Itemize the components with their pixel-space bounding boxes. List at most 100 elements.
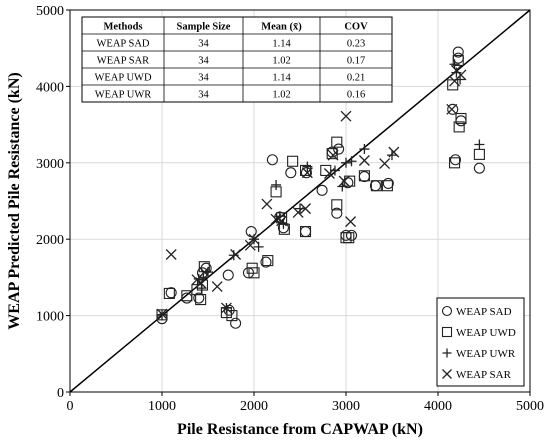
data-point-square — [381, 180, 393, 192]
x-tick-label: 0 — [67, 399, 74, 414]
data-point-square — [473, 148, 485, 160]
y-tick-label: 5000 — [36, 4, 64, 19]
data-point-x — [165, 249, 177, 260]
data-point-x — [211, 281, 223, 293]
table-cell: 1.14 — [272, 73, 291, 84]
data-point-plus — [387, 150, 397, 161]
data-point-x — [446, 103, 458, 115]
data-point-circle — [222, 269, 234, 281]
y-tick-label: 1000 — [36, 310, 64, 325]
data-point-x — [300, 203, 311, 215]
table-cell: WEAP UWR — [95, 90, 151, 101]
y-tick-label: 4000 — [36, 80, 64, 95]
table-cell: 34 — [198, 90, 209, 101]
data-point-square — [181, 290, 193, 302]
data-point-plus — [451, 67, 462, 78]
data-point-circle — [358, 171, 370, 183]
data-point-x — [261, 198, 273, 210]
data-point-square — [331, 136, 343, 148]
data-point-square — [447, 79, 459, 91]
data-point-square — [449, 157, 461, 169]
table-cell: 0.17 — [347, 56, 365, 67]
data-point-x — [220, 302, 232, 314]
table-header-cell: Methods — [103, 22, 142, 33]
data-point-x — [327, 149, 339, 161]
legend-marker-circle — [441, 305, 453, 317]
data-point-square — [226, 310, 238, 322]
data-point-square — [262, 255, 274, 267]
data-point-plus — [359, 144, 370, 155]
data-point-x — [301, 167, 313, 179]
plot-frame — [69, 9, 531, 393]
data-point-square — [453, 121, 465, 133]
x-tick-label: 2000 — [240, 399, 268, 414]
y-tick-label: 2000 — [36, 233, 64, 248]
y-axis-title: WEAP Predicted Pile Resistance (kN) — [6, 72, 23, 329]
x-tick-label: 5000 — [516, 399, 544, 414]
data-point-circle — [193, 292, 205, 304]
data-point-circle — [316, 184, 328, 196]
data-point-circle — [230, 317, 242, 329]
table-cell: 0.21 — [347, 73, 365, 84]
data-point-circle — [369, 180, 381, 192]
table-cell: WEAP UWD — [94, 73, 151, 84]
table-cell: 1.14 — [272, 39, 291, 50]
data-points — [156, 46, 485, 329]
x-tick-label: 4000 — [424, 399, 452, 414]
data-point-circle — [299, 226, 312, 238]
data-point-square — [370, 180, 382, 192]
data-point-x — [276, 215, 288, 227]
data-point-circle — [165, 287, 177, 299]
data-point-circle — [285, 167, 297, 179]
data-point-circle — [382, 177, 394, 189]
data-point-plus — [346, 156, 357, 167]
table-cell: 0.23 — [347, 39, 365, 50]
data-point-x — [388, 146, 400, 158]
table-cell: 34 — [198, 73, 209, 84]
data-point-square — [195, 294, 207, 306]
data-point-x — [248, 233, 260, 245]
y-tick-label: 3000 — [36, 157, 64, 172]
table-cell: 1.02 — [272, 56, 290, 67]
data-point-circle — [331, 207, 343, 219]
data-point-square — [276, 212, 288, 224]
x-tick-label: 3000 — [332, 399, 360, 414]
data-point-x — [338, 175, 350, 187]
data-point-square — [326, 148, 338, 160]
data-point-plus — [302, 161, 313, 172]
table-cell: WEAP SAD — [97, 39, 150, 50]
data-point-circle — [449, 154, 462, 166]
data-point-circle — [245, 226, 257, 238]
legend-marker-plus — [442, 348, 452, 358]
data-point-square — [248, 267, 260, 279]
data-point-circle — [300, 167, 312, 179]
y-tick-label: 0 — [57, 386, 64, 401]
data-point-square — [343, 232, 355, 244]
table-header-cell: Mean (x̄) — [261, 22, 302, 33]
data-point-circle — [447, 103, 459, 115]
legend-label: WEAP SAD — [456, 306, 512, 318]
legend: WEAP SAD WEAP UWD WEAP UWR WEAP SAR — [436, 297, 525, 387]
legend-label: WEAP UWD — [456, 327, 516, 339]
data-point-x — [455, 69, 467, 81]
data-point-square — [358, 170, 370, 182]
legend-marker-x — [442, 369, 452, 379]
data-point-x — [345, 216, 357, 228]
data-point-x — [244, 239, 256, 251]
table-cell: 34 — [198, 39, 209, 50]
legend-marker-square — [441, 326, 453, 338]
data-point-plus — [295, 203, 305, 214]
data-point-circle — [260, 256, 272, 268]
x-axis-title: Pile Resistance from CAPWAP (kN) — [177, 421, 423, 438]
data-point-x — [156, 308, 168, 320]
table-cell: 1.02 — [272, 90, 290, 101]
data-point-square — [455, 112, 467, 125]
x-axis-ticks: 0 1000 2000 3000 4000 5000 — [67, 392, 544, 414]
data-point-plus — [449, 59, 460, 70]
data-point-plus — [474, 139, 485, 150]
summary-table-frame — [81, 16, 393, 103]
data-point-square — [452, 54, 464, 66]
data-point-square — [331, 199, 343, 211]
table-cell: WEAP SAR — [97, 56, 149, 67]
